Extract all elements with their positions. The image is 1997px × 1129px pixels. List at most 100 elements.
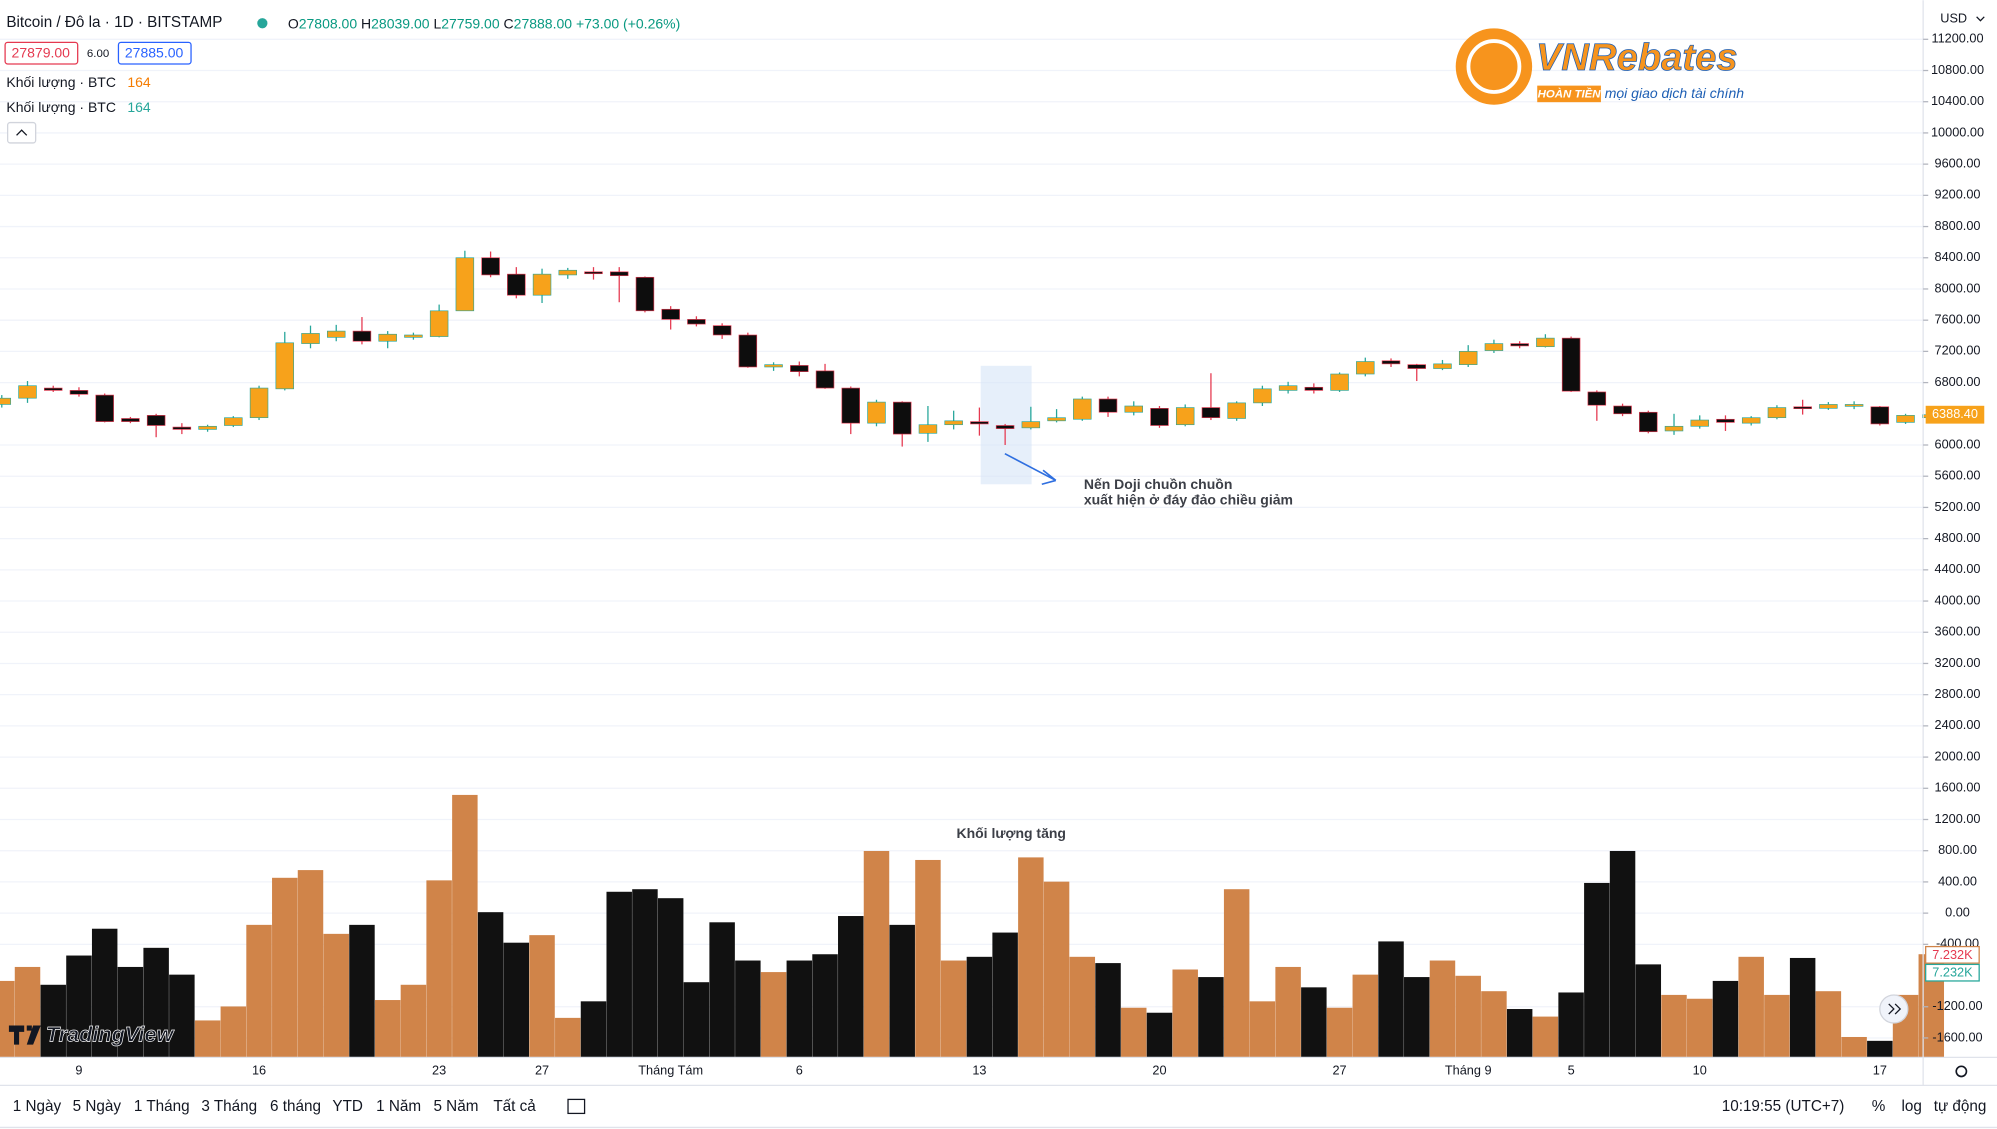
candle-body bbox=[1896, 415, 1915, 423]
range-button[interactable]: 6 tháng bbox=[270, 1098, 321, 1115]
sell-box[interactable] bbox=[4, 41, 79, 65]
volume-bar bbox=[1764, 994, 1790, 1058]
candle-body bbox=[738, 334, 758, 368]
candle-body bbox=[121, 418, 140, 422]
tv-watermark: TradingView bbox=[46, 1021, 175, 1046]
range-button[interactable]: 5 Năm bbox=[433, 1098, 478, 1115]
currency[interactable]: USD bbox=[1940, 11, 1967, 26]
y-tick-label: 9200.00 bbox=[1935, 187, 1981, 202]
buy-box[interactable] bbox=[117, 41, 192, 65]
auto-toggle[interactable]: tự động bbox=[1934, 1098, 1987, 1115]
candle-body bbox=[995, 425, 1015, 429]
symbol-title: Bitcoin / Đô la · 1D · BITSTAMP bbox=[6, 14, 222, 31]
bid: 27879.00 bbox=[12, 44, 71, 60]
annotation-line: Nến Doji chuồn chuồn bbox=[1084, 476, 1233, 492]
candle-body bbox=[326, 330, 346, 338]
candle-body bbox=[712, 325, 732, 336]
candle-body bbox=[0, 397, 12, 405]
x-tick-label: 16 bbox=[252, 1063, 266, 1078]
y-tick-label: 2800.00 bbox=[1935, 686, 1981, 701]
range-button[interactable]: Tất cả bbox=[493, 1098, 536, 1115]
candle-body bbox=[1716, 418, 1735, 423]
label-box bbox=[1925, 945, 1980, 964]
candle-body bbox=[1201, 407, 1221, 419]
y-tick-label: 1200.00 bbox=[1935, 811, 1981, 826]
y-tick-label: 6800.00 bbox=[1935, 374, 1981, 389]
volume-bar bbox=[40, 984, 66, 1058]
y-tick-label: 3200.00 bbox=[1935, 655, 1981, 670]
volume-bar bbox=[1352, 974, 1379, 1058]
toolbar: 1 Ngày 5 Ngày 1 Tháng 3 Tháng 6 tháng YTD 1 Nă… bbox=[13, 1098, 537, 1115]
range-button[interactable]: 1 Tháng bbox=[134, 1098, 190, 1115]
logo-brand: VNRebates bbox=[1536, 36, 1738, 79]
y-tick-label: 2400.00 bbox=[1935, 717, 1981, 732]
range-button[interactable]: 1 Năm bbox=[376, 1098, 421, 1115]
y-tick-label: 4000.00 bbox=[1935, 592, 1981, 607]
date-range-icon[interactable] bbox=[567, 1098, 586, 1115]
volume-bar bbox=[374, 1000, 401, 1058]
y-tick-label: 5200.00 bbox=[1935, 499, 1981, 514]
volume-bar bbox=[1687, 998, 1713, 1058]
candle-body bbox=[1047, 417, 1066, 422]
y-tick-label: 8800.00 bbox=[1935, 218, 1981, 233]
volume-bar bbox=[1635, 964, 1662, 1058]
y-tick-label: 8000.00 bbox=[1935, 280, 1981, 295]
candle-body bbox=[1690, 419, 1709, 427]
volume-bar bbox=[1146, 1012, 1173, 1058]
indicator-value: 164 bbox=[127, 99, 151, 115]
volume-bar bbox=[246, 924, 272, 1058]
y-tick-label: 7200.00 bbox=[1935, 343, 1981, 358]
range-button[interactable]: YTD bbox=[332, 1098, 363, 1115]
y-tick-label: 0.00 bbox=[1945, 904, 1970, 919]
volume-bar bbox=[1481, 991, 1507, 1058]
candle-body bbox=[1639, 411, 1658, 433]
settings-icon[interactable] bbox=[1955, 1065, 1968, 1078]
candle-body bbox=[1278, 385, 1298, 391]
candle-body bbox=[1304, 386, 1324, 391]
last-price-box bbox=[1925, 405, 1985, 424]
candle-body bbox=[1741, 417, 1761, 424]
dropdown-icon bbox=[1976, 16, 1985, 22]
log-toggle[interactable]: log bbox=[1901, 1098, 1921, 1115]
x-tick-label: 13 bbox=[972, 1063, 986, 1078]
range-button[interactable]: 1 Ngày bbox=[13, 1098, 62, 1115]
y-tick-label: 10000.00 bbox=[1931, 124, 1984, 139]
candle-body bbox=[1124, 405, 1143, 413]
volume-bar bbox=[580, 1001, 607, 1058]
candle-body bbox=[1253, 388, 1272, 404]
range-button[interactable]: 3 Tháng bbox=[201, 1098, 257, 1115]
volume-bar bbox=[1558, 992, 1584, 1058]
status-dot bbox=[257, 18, 268, 29]
candle-body bbox=[867, 401, 886, 424]
range-button[interactable]: 5 Ngày bbox=[73, 1098, 122, 1115]
scroll-icon bbox=[1888, 1003, 1902, 1015]
volume-bar bbox=[194, 1020, 221, 1058]
candle-body bbox=[1767, 407, 1787, 419]
volume-bar bbox=[1738, 956, 1764, 1058]
y-tick-label: 4400.00 bbox=[1935, 561, 1981, 576]
candle-body bbox=[1793, 406, 1812, 410]
logo-tag-bg bbox=[1537, 85, 1601, 103]
y-tick-label: 8400.00 bbox=[1935, 249, 1981, 264]
candle-body bbox=[378, 333, 397, 342]
volume-bar bbox=[683, 982, 710, 1058]
candle-body bbox=[944, 420, 963, 426]
candle-body bbox=[95, 394, 114, 422]
volume-bar bbox=[1532, 1016, 1559, 1058]
volume-bar bbox=[889, 924, 915, 1058]
percent-toggle[interactable]: % bbox=[1872, 1098, 1886, 1115]
candle-body bbox=[1175, 407, 1195, 426]
collapse-button[interactable] bbox=[7, 121, 37, 144]
y-tick-label: 3600.00 bbox=[1935, 624, 1981, 639]
volume-bar bbox=[1584, 882, 1610, 1058]
candle-body bbox=[892, 401, 912, 435]
volume-bar bbox=[1301, 987, 1327, 1058]
volume-bar bbox=[503, 942, 530, 1058]
ohlc-key: O bbox=[288, 15, 299, 31]
volume-bar bbox=[966, 956, 993, 1058]
price-axis: 11200.00 10800.00 10400.00 10000.00 9600.00 9… bbox=[1923, 31, 1985, 1044]
volume-bar bbox=[1841, 1036, 1867, 1058]
candle-body bbox=[532, 273, 552, 296]
volume-bar bbox=[1661, 994, 1687, 1058]
indicator-name: Khối lượng · BTC bbox=[6, 99, 116, 115]
